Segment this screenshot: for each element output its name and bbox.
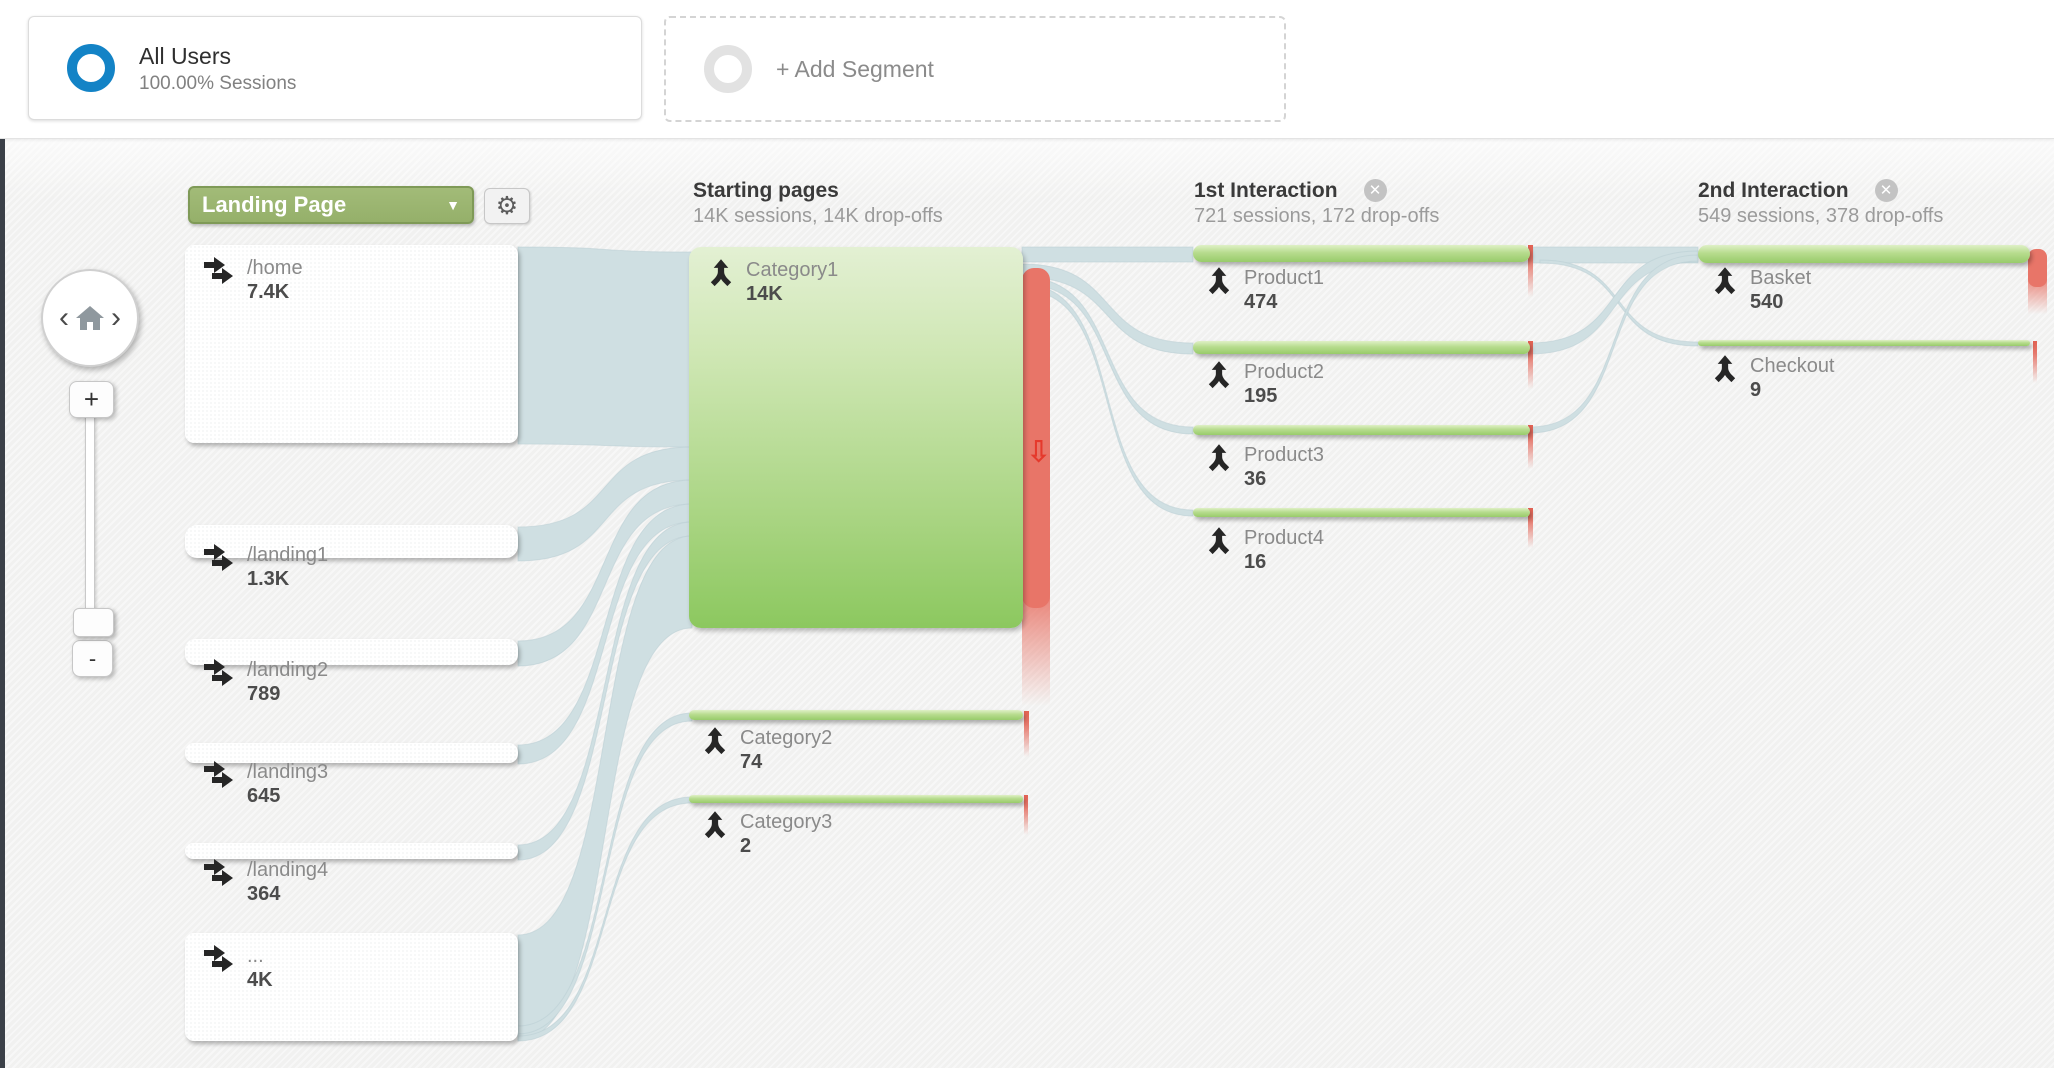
merge-arrows-icon [1714, 267, 1736, 295]
step-back-icon[interactable]: ‹ [59, 301, 69, 334]
node-landing2-label: /landing2 789 [203, 658, 328, 707]
merge-arrows-icon [1208, 444, 1230, 472]
close-column-icon[interactable]: ✕ [1874, 179, 1898, 202]
node-product1[interactable] [1193, 245, 1530, 262]
node-basket-label: Basket 540 [1710, 266, 1811, 315]
flow-navigator[interactable]: ‹ › [41, 269, 139, 367]
node-landing4[interactable] [185, 843, 518, 859]
node-product1-label: Product1 474 [1204, 266, 1324, 315]
add-segment-ring-icon [704, 45, 752, 93]
panel-left-edge [0, 139, 5, 1068]
node-product2-label: Product2 195 [1204, 360, 1324, 409]
column-title: 1st Interaction [1194, 179, 1338, 202]
merge-arrows-icon [1714, 355, 1736, 383]
segment-subtitle: 100.00% Sessions [139, 72, 297, 94]
column-title: 2nd Interaction [1698, 179, 1849, 202]
node-product4-label: Product4 16 [1204, 526, 1324, 575]
dimension-dropdown[interactable]: Landing Page ▼ [188, 186, 474, 224]
node-landing1-label: /landing1 1.3K [203, 543, 328, 592]
node-landing-others[interactable] [185, 933, 518, 1041]
node-product3-label: Product3 36 [1204, 443, 1324, 492]
segment-title: All Users [139, 42, 232, 69]
column-title: Starting pages [693, 179, 839, 202]
column-header-starting-pages: Starting pages 14K sessions, 14K drop-of… [693, 178, 943, 230]
zoom-slider-thumb[interactable] [73, 608, 114, 637]
node-landing4-label: /landing4 364 [203, 858, 328, 907]
traffic-in-icon [204, 945, 233, 972]
column-header-2nd-interaction: 2nd Interaction ✕ 549 sessions, 378 drop-… [1698, 178, 1943, 230]
node-category1[interactable] [689, 247, 1023, 628]
column-subtitle: 721 sessions, 172 drop-offs [1194, 205, 1440, 227]
column-header-1st-interaction: 1st Interaction ✕ 721 sessions, 172 drop-… [1194, 178, 1439, 230]
node-product3[interactable] [1193, 425, 1530, 435]
chevron-down-icon: ▼ [446, 197, 460, 213]
add-segment-label: + Add Segment [776, 55, 934, 82]
segment-bar: All Users 100.00% Sessions + Add Segment [0, 0, 2054, 139]
zoom-in-button[interactable]: + [69, 381, 114, 418]
node-category3-label: Category3 2 [700, 810, 832, 859]
drop-off-arrow-icon: ⇩ [1026, 436, 1052, 469]
node-checkout[interactable] [1698, 340, 2030, 346]
drop-off-bands [1022, 245, 2047, 835]
segment-card-all-users[interactable]: All Users 100.00% Sessions [28, 16, 642, 120]
node-category2[interactable] [689, 710, 1023, 720]
node-landing-others-label: ... 4K [203, 944, 273, 993]
node-home[interactable] [185, 245, 518, 443]
node-basket[interactable] [1698, 245, 2030, 263]
traffic-in-icon [204, 257, 233, 284]
home-icon[interactable] [74, 303, 106, 333]
merge-arrows-icon [1208, 527, 1230, 555]
traffic-in-icon [204, 544, 233, 571]
step-forward-icon[interactable]: › [111, 301, 121, 334]
traffic-in-icon [204, 761, 233, 788]
node-home-label: /home 7.4K [203, 256, 303, 305]
dimension-dropdown-label: Landing Page [202, 192, 347, 217]
column-subtitle: 549 sessions, 378 drop-offs [1698, 205, 1944, 227]
node-product4[interactable] [1193, 508, 1530, 517]
node-product2[interactable] [1193, 341, 1530, 354]
node-landing3-label: /landing3 645 [203, 760, 328, 809]
dimension-settings-button[interactable]: ⚙ [484, 188, 530, 224]
gear-icon: ⚙ [495, 192, 519, 220]
zoom-out-button[interactable]: - [72, 640, 113, 677]
add-segment-card[interactable]: + Add Segment [664, 16, 1286, 122]
node-checkout-label: Checkout 9 [1710, 354, 1835, 403]
merge-arrows-icon [1208, 267, 1230, 295]
zoom-slider-track[interactable] [85, 414, 95, 614]
merge-arrows-icon [1208, 361, 1230, 389]
node-category2-label: Category2 74 [700, 726, 832, 775]
node-landing2[interactable] [185, 639, 518, 665]
close-column-icon[interactable]: ✕ [1363, 179, 1387, 202]
traffic-in-icon [204, 659, 233, 686]
merge-arrows-icon [704, 727, 726, 755]
merge-arrows-icon [710, 259, 732, 287]
node-landing3[interactable] [185, 743, 518, 763]
node-category3[interactable] [689, 795, 1023, 803]
segment-ring-icon [67, 44, 115, 92]
node-category1-label: Category1 14K [706, 258, 838, 307]
node-landing1[interactable] [185, 525, 518, 558]
merge-arrows-icon [704, 811, 726, 839]
traffic-in-icon [204, 859, 233, 886]
column-subtitle: 14K sessions, 14K drop-offs [693, 205, 943, 227]
